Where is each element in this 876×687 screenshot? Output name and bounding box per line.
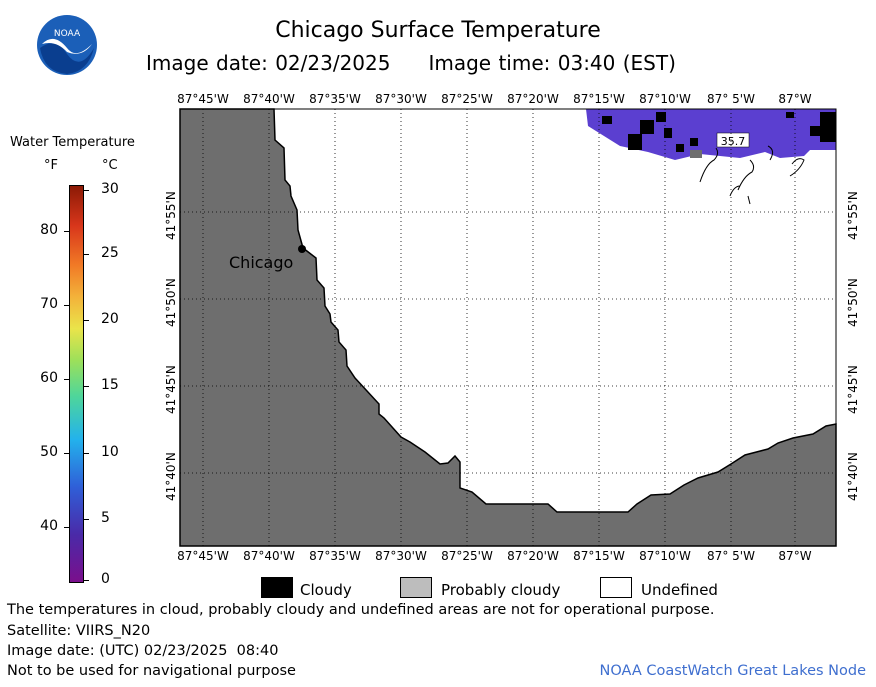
celsius-tick-mark (84, 254, 89, 255)
celsius-tick-label: 15 (101, 377, 119, 393)
longitude-label-bottom: 87°25'W (441, 549, 493, 563)
disclaimer-text: The temperatures in cloud, probably clou… (7, 602, 715, 618)
longitude-label-top: 87°20'W (507, 92, 559, 106)
celsius-tick-label: 25 (101, 245, 119, 261)
celsius-tick-label: 5 (101, 510, 110, 526)
celsius-tick-label: 30 (101, 181, 119, 197)
noaa-logo: NOAA (36, 14, 98, 76)
city-label-chicago: Chicago (229, 253, 294, 272)
longitude-label-top: 87°15'W (573, 92, 625, 106)
longitude-label-top: 87°10'W (639, 92, 691, 106)
utc-date-text: Image date: (UTC) 02/23/2025 08:40 (7, 643, 279, 659)
fahrenheit-tick-label: 60 (40, 370, 58, 386)
longitude-label-top: 87°45'W (177, 92, 229, 106)
latitude-label-right: 41°55'N (846, 191, 860, 240)
map-frame (179, 108, 837, 547)
longitude-label-bottom: 87°40'W (243, 549, 295, 563)
legend-unit-f: °F (44, 158, 58, 173)
logo-text: NOAA (54, 29, 81, 39)
longitude-label-top: 87°35'W (309, 92, 361, 106)
image-date: Image date: 02/23/2025 (146, 51, 391, 75)
key-probably-cloudy-swatch (400, 577, 432, 598)
celsius-tick-mark (84, 580, 89, 581)
key-cloudy-label: Cloudy (300, 581, 352, 599)
celsius-tick-mark (84, 453, 89, 454)
satellite-text: Satellite: VIIRS_N20 (7, 623, 151, 639)
longitude-label-top: 87°25'W (441, 92, 493, 106)
latitude-label-right: 41°45'N (846, 365, 860, 414)
fahrenheit-tick-mark (64, 453, 69, 454)
longitude-label-bottom: 87°35'W (309, 549, 361, 563)
temperature-colorbar (69, 185, 84, 583)
key-undefined-label: Undefined (641, 581, 718, 599)
chicago-marker (298, 245, 306, 253)
longitude-label-bottom: 87°30'W (375, 549, 427, 563)
fahrenheit-tick-mark (64, 379, 69, 380)
longitude-label-top: 87° 5'W (707, 92, 755, 106)
celsius-tick-mark (84, 320, 89, 321)
map-grid (180, 109, 836, 546)
longitude-label-top: 87°40'W (243, 92, 295, 106)
key-undefined-swatch (600, 577, 632, 598)
longitude-label-bottom: 87°20'W (507, 549, 559, 563)
latitude-label-right: 41°40'N (846, 452, 860, 501)
latitude-label-left: 41°40'N (164, 452, 178, 501)
fahrenheit-tick-mark (64, 231, 69, 232)
celsius-tick-label: 10 (101, 444, 119, 460)
navigation-warning: Not to be used for navigational purpose (7, 663, 296, 679)
land-area (179, 108, 837, 547)
key-probably-cloudy-label: Probably cloudy (441, 581, 561, 599)
celsius-tick-mark (84, 386, 89, 387)
longitude-label-bottom: 87°45'W (177, 549, 229, 563)
celsius-tick-mark (84, 190, 89, 191)
latitude-label-left: 41°55'N (164, 191, 178, 240)
key-cloudy-swatch (261, 577, 293, 598)
fahrenheit-tick-label: 70 (40, 296, 58, 312)
fahrenheit-tick-label: 50 (40, 444, 58, 460)
legend-title: Water Temperature (10, 135, 135, 150)
source-credit: NOAA CoastWatch Great Lakes Node (599, 663, 866, 679)
satellite-water-patch: 35.7 (586, 109, 836, 205)
fahrenheit-tick-label: 40 (40, 518, 58, 534)
longitude-label-bottom: 87°15'W (573, 549, 625, 563)
page-title: Chicago Surface Temperature (275, 18, 601, 43)
longitude-label-top: 87°30'W (375, 92, 427, 106)
image-time: Image time: 03:40 (EST) (428, 51, 676, 75)
isotherm-label: 35.7 (721, 135, 746, 148)
longitude-label-bottom: 87°10'W (639, 549, 691, 563)
latitude-label-left: 41°45'N (164, 365, 178, 414)
celsius-tick-label: 20 (101, 311, 119, 327)
celsius-tick-label: 0 (101, 571, 110, 587)
celsius-tick-mark (84, 519, 89, 520)
latitude-label-right: 41°50'N (846, 278, 860, 327)
legend-unit-c: °C (102, 158, 118, 173)
latitude-label-left: 41°50'N (164, 278, 178, 327)
fahrenheit-tick-label: 80 (40, 222, 58, 238)
fahrenheit-tick-mark (64, 527, 69, 528)
image-date-time: Image date: 02/23/2025 Image time: 03:40 … (146, 51, 676, 75)
longitude-label-bottom: 87°W (778, 549, 812, 563)
fahrenheit-tick-mark (64, 305, 69, 306)
longitude-label-top: 87°W (778, 92, 812, 106)
longitude-label-bottom: 87° 5'W (707, 549, 755, 563)
